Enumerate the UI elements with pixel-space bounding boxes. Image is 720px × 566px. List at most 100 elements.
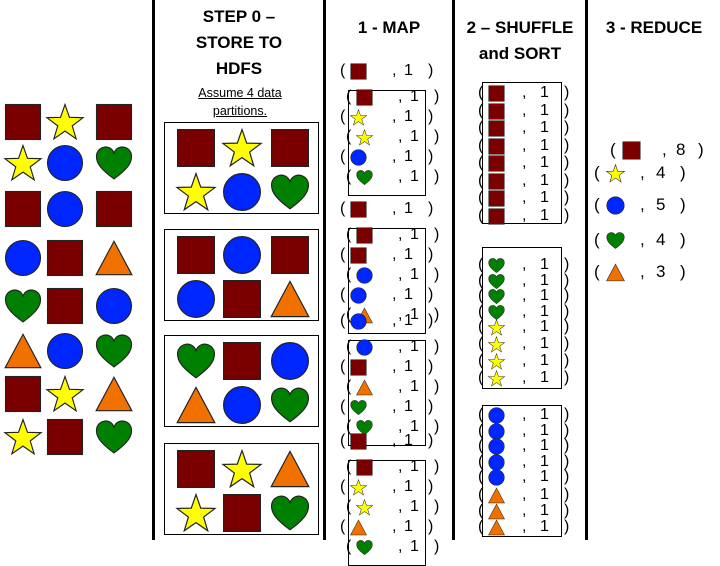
star-icon — [487, 318, 506, 336]
open-paren: ( — [340, 62, 346, 79]
pair-value: 1 — [410, 378, 419, 395]
pair-value: 1 — [540, 352, 549, 369]
comma: , — [522, 287, 527, 304]
comma: , — [398, 266, 403, 283]
star-icon — [3, 143, 43, 182]
key-value-pair: (, 1) — [478, 207, 578, 225]
comma: , — [522, 421, 527, 439]
close-paren: ) — [564, 335, 570, 352]
pair-value: 1 — [410, 306, 419, 323]
comma: , — [522, 518, 527, 535]
open-paren: ( — [346, 538, 352, 555]
close-paren: ) — [680, 262, 686, 281]
open-paren: ( — [478, 119, 484, 136]
heart-icon — [95, 146, 133, 180]
open-paren: ( — [594, 262, 600, 281]
key-value-pair: (, 1) — [478, 137, 578, 155]
close-paren: ) — [564, 437, 570, 454]
comma: , — [392, 518, 397, 535]
triangle-icon — [350, 519, 367, 536]
title-shuffle: 2 – SHUFFLE and SORT — [455, 15, 585, 67]
close-paren: ) — [564, 256, 570, 273]
open-paren: ( — [478, 318, 484, 335]
pair-value: 1 — [404, 478, 413, 495]
divider-3 — [452, 0, 455, 540]
pair-value: 1 — [404, 518, 413, 535]
comma: , — [522, 502, 527, 519]
pair-value: 1 — [404, 108, 413, 125]
circle-icon — [46, 144, 84, 182]
pair-value: 1 — [410, 128, 419, 145]
heart-icon — [95, 420, 133, 454]
shuffle-group-frame — [482, 247, 562, 389]
close-paren: ) — [564, 119, 570, 136]
open-paren: ( — [346, 226, 352, 243]
key-value-pair: (, 1) — [478, 256, 578, 274]
open-paren: ( — [594, 230, 600, 249]
comma: , — [398, 538, 403, 555]
comma: , — [398, 88, 403, 105]
open-paren: ( — [340, 148, 346, 165]
open-paren: ( — [346, 338, 352, 355]
square-icon — [488, 102, 505, 120]
close-paren: ) — [564, 406, 570, 423]
circle-icon — [177, 280, 215, 318]
key-value-pair: (, 1) — [340, 432, 440, 450]
key-value-pair: (, 1) — [478, 453, 578, 471]
comma: , — [398, 306, 403, 323]
comma: , — [398, 128, 403, 145]
key-value-pair: (, 1) — [346, 128, 446, 146]
close-paren: ) — [428, 286, 434, 303]
pair-value: 1 — [540, 468, 549, 485]
open-paren: ( — [340, 358, 346, 375]
key-value-pair: (, 1) — [346, 168, 446, 186]
comma: , — [640, 163, 645, 182]
close-paren: ) — [428, 148, 434, 165]
open-paren: ( — [610, 140, 616, 159]
open-paren: ( — [346, 168, 352, 185]
circle-icon — [350, 149, 367, 166]
pair-value: 1 — [540, 206, 549, 224]
close-paren: ) — [564, 352, 570, 369]
open-paren: ( — [346, 128, 352, 145]
close-paren: ) — [434, 418, 440, 435]
key-value-pair: (, 1) — [478, 318, 578, 336]
comma: , — [392, 148, 397, 165]
circle-icon — [223, 173, 261, 211]
reduce-count: 3 — [656, 262, 666, 281]
comma: , — [640, 195, 645, 214]
key-value-pair: (, 1) — [340, 398, 440, 416]
pair-value: 1 — [410, 418, 419, 435]
square-icon — [4, 190, 42, 228]
star-icon — [45, 374, 85, 413]
key-value-pair: (, 1) — [346, 458, 446, 476]
comma: , — [522, 189, 527, 206]
circle-icon — [356, 267, 373, 284]
open-paren: ( — [478, 468, 484, 485]
heart-icon — [270, 387, 310, 423]
comma: , — [522, 206, 527, 224]
comma: , — [662, 140, 667, 159]
open-paren: ( — [478, 335, 484, 352]
square-icon — [356, 459, 373, 476]
pair-value: 1 — [540, 318, 549, 335]
comma: , — [522, 406, 527, 423]
close-paren: ) — [428, 358, 434, 375]
comma: , — [392, 358, 397, 375]
circle-icon — [350, 287, 367, 304]
open-paren: ( — [478, 84, 484, 101]
key-value-pair: (, 1) — [478, 422, 578, 440]
key-value-pair: (, 1) — [478, 437, 578, 455]
open-paren: ( — [594, 195, 600, 214]
close-paren: ) — [434, 538, 440, 555]
circle-icon — [350, 313, 367, 330]
pair-value: 1 — [540, 437, 549, 454]
comma: , — [392, 432, 397, 449]
circle-icon — [356, 339, 373, 356]
square-icon — [46, 287, 84, 325]
pair-value: 1 — [404, 62, 413, 79]
comma: , — [522, 101, 527, 119]
comma: , — [522, 256, 527, 273]
title-step0-line2: STORE TO — [195, 33, 283, 52]
open-paren: ( — [478, 369, 484, 386]
